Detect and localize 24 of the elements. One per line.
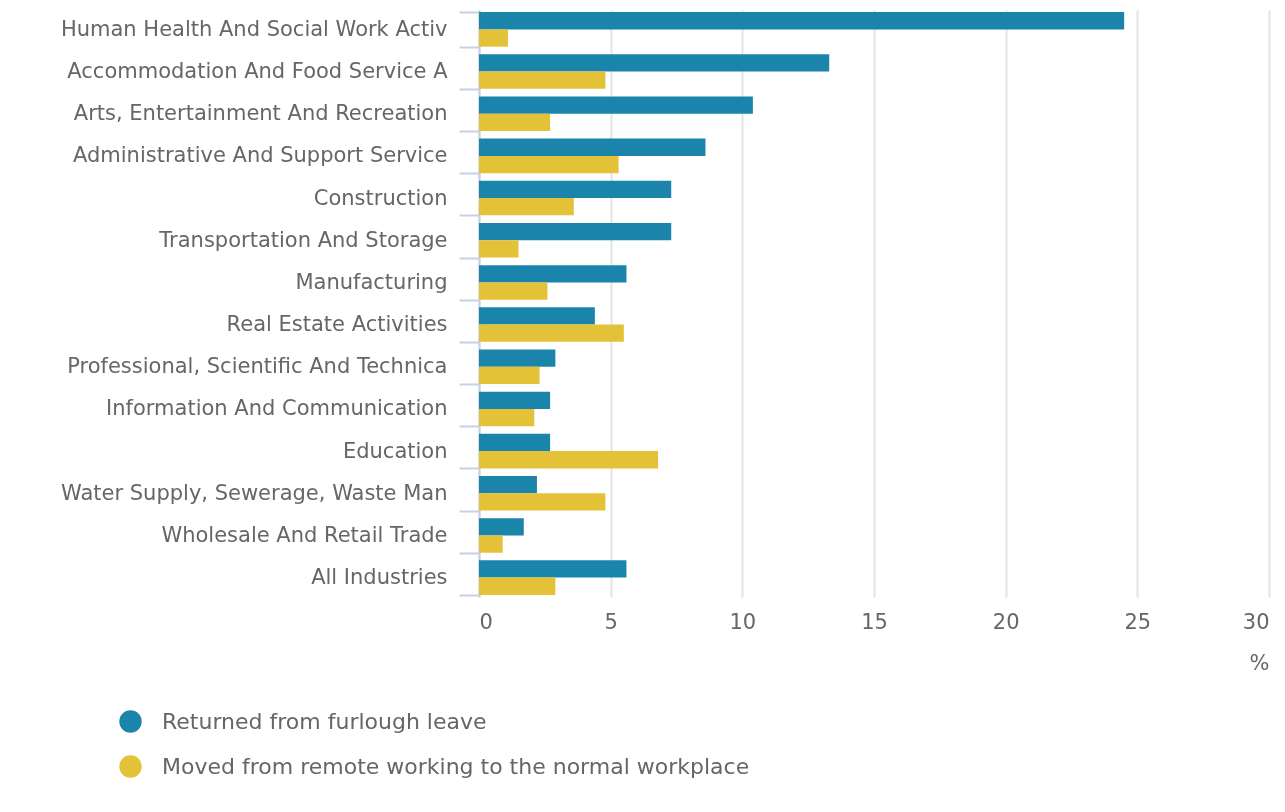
x-tick-label: 10 <box>729 609 757 634</box>
x-tick-label: 20 <box>992 609 1020 634</box>
y-tick-label: Administrative And Support Service <box>72 143 448 168</box>
y-tick-label: Accommodation And Food Service A <box>67 59 449 84</box>
y-tick-label: Professional, Scientific And Technica <box>67 354 448 379</box>
y-tick-label: Manufacturing <box>295 269 448 294</box>
y-tick-label: Arts, Entertainment And Recreation <box>73 101 448 126</box>
y-tick-label: Information And Communication <box>106 396 448 421</box>
x-axis-title: % <box>1249 650 1270 675</box>
y-tick-label: Construction <box>313 185 448 210</box>
x-tick-label: 25 <box>1124 609 1152 634</box>
y-tick-label: Education <box>342 438 448 463</box>
y-tick-label: Wholesale And Retail Trade <box>161 522 448 547</box>
y-tick-label: Real Estate Activities <box>226 312 448 337</box>
legend-label: Moved from remote working to the normal workplace <box>162 753 750 779</box>
y-tick-label: Water Supply, Sewerage, Waste Man <box>61 480 448 505</box>
y-tick-label: Human Health And Social Work Activ <box>60 16 448 41</box>
y-tick-label: Transportation And Storage <box>158 227 448 252</box>
y-tick-label: All Industries <box>311 565 448 590</box>
legend-label: Returned from furlough leave <box>162 708 487 734</box>
x-tick-label: 0 <box>479 609 493 634</box>
x-tick-label: 15 <box>861 609 888 634</box>
x-tick-label: 5 <box>604 609 618 634</box>
x-tick-label: 30 <box>1242 609 1270 634</box>
